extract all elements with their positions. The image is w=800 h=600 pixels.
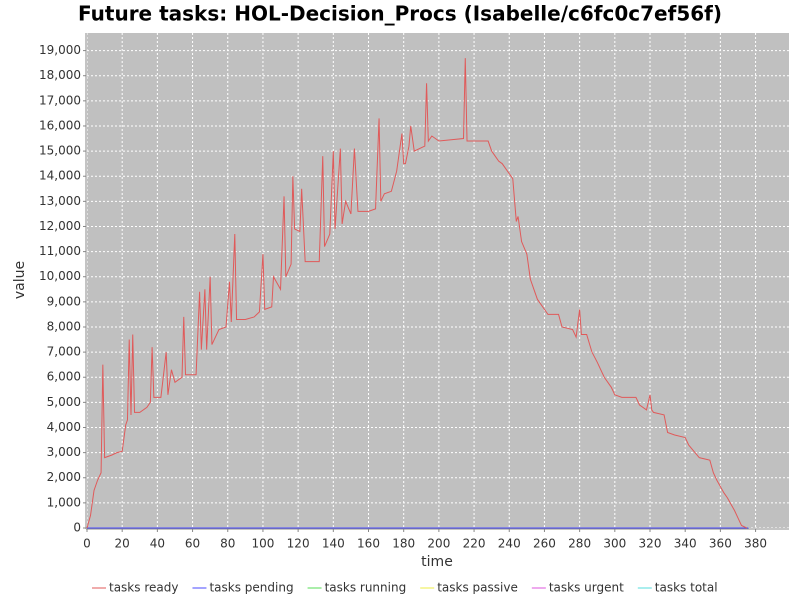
y-tick-label: 4,000 — [47, 420, 81, 434]
y-tick-label: 12,000 — [39, 219, 81, 233]
x-tick-label: 20 — [115, 537, 130, 551]
x-tick-label: 240 — [498, 537, 521, 551]
x-tick-label: 360 — [709, 537, 732, 551]
x-tick-label: 120 — [287, 537, 310, 551]
x-tick-label: 340 — [674, 537, 697, 551]
plot-area — [87, 33, 789, 528]
legend-label: tasks total — [655, 581, 718, 595]
x-tick-label: 220 — [463, 537, 486, 551]
x-tick-label: 380 — [744, 537, 767, 551]
y-tick-label: 15,000 — [39, 144, 81, 158]
x-tick-label: 40 — [150, 537, 165, 551]
y-tick-label: 5,000 — [47, 395, 81, 409]
x-tick-label: 320 — [639, 537, 662, 551]
x-tick-label: 60 — [185, 537, 200, 551]
x-tick-label: 160 — [357, 537, 380, 551]
y-tick-label: 3,000 — [47, 445, 81, 459]
y-tick-label: 13,000 — [39, 194, 81, 208]
x-tick-label: 280 — [568, 537, 591, 551]
y-tick-label: 2,000 — [47, 470, 81, 484]
y-tick-label: 9,000 — [47, 294, 81, 308]
y-tick-label: 14,000 — [39, 169, 81, 183]
y-tick-label: 1,000 — [47, 495, 81, 509]
y-axis-title: value — [12, 261, 28, 299]
y-tick-label: 18,000 — [39, 68, 81, 82]
chart-title: Future tasks: HOL-Decision_Procs (Isabel… — [78, 2, 722, 26]
x-tick-label: 100 — [251, 537, 274, 551]
legend-label: tasks passive — [437, 581, 518, 595]
legend-label: tasks running — [325, 581, 407, 595]
series-line — [86, 58, 747, 529]
y-tick-label: 0 — [73, 521, 81, 535]
y-tick-label: 19,000 — [39, 43, 81, 57]
y-tick-label: 16,000 — [39, 118, 81, 132]
x-tick-label: 0 — [83, 537, 91, 551]
x-tick-label: 260 — [533, 537, 556, 551]
legend-label: tasks pending — [209, 581, 293, 595]
legend-label: tasks ready — [109, 581, 178, 595]
y-tick-label: 7,000 — [47, 345, 81, 359]
x-axis-title: time — [421, 554, 453, 570]
y-tick-label: 17,000 — [39, 93, 81, 107]
legend-label: tasks urgent — [549, 581, 624, 595]
y-tick-label: 8,000 — [47, 319, 81, 333]
x-tick-label: 80 — [220, 537, 235, 551]
y-tick-label: 11,000 — [39, 244, 81, 258]
x-tick-label: 200 — [427, 537, 450, 551]
y-tick-label: 10,000 — [39, 269, 81, 283]
x-tick-label: 140 — [322, 537, 345, 551]
y-tick-label: 6,000 — [47, 370, 81, 384]
x-tick-label: 300 — [603, 537, 626, 551]
x-tick-label: 180 — [392, 537, 415, 551]
